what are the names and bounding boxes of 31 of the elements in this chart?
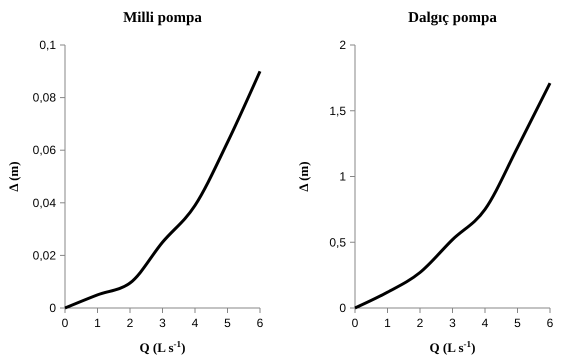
y-tick-label: 0,5: [329, 235, 346, 250]
y-tick-label: 1,5: [329, 104, 346, 118]
y-axis-title: Δ (m): [6, 161, 21, 192]
x-tick-label: 4: [192, 316, 199, 330]
x-tick-label: 2: [416, 316, 424, 330]
y-tick-label: 0: [339, 301, 346, 315]
x-tick-label: 1: [94, 316, 102, 330]
x-tick-label: 6: [546, 316, 554, 330]
x-tick-label: 6: [256, 316, 264, 330]
y-tick-label: 0,04: [32, 196, 56, 210]
x-axis-title: Q (L s$^{-1}$): [430, 339, 476, 355]
y-tick-label: 0,02: [32, 248, 56, 262]
y-tick-label: 0,1: [39, 38, 56, 52]
x-tick-label: 4: [482, 316, 489, 330]
x-tick-label: 5: [514, 316, 522, 330]
x-tick-label: 0: [62, 316, 69, 330]
x-axis-title: Q (L s$^{-1}$): [140, 339, 186, 355]
x-tick-label: 2: [126, 316, 134, 330]
y-tick-label: 1: [339, 170, 346, 184]
x-tick-label: 5: [224, 316, 232, 330]
x-tick-label: 3: [159, 316, 166, 330]
x-tick-label: 3: [449, 316, 456, 330]
y-tick-label: 0: [49, 301, 56, 315]
y-tick-label: 2: [339, 38, 346, 52]
y-tick-label: 0,06: [32, 143, 56, 158]
y-tick-label: 0,08: [32, 90, 56, 105]
y-axis-title: Δ (m): [296, 161, 311, 192]
chart-title: Milli pompa: [123, 10, 202, 26]
chart-title: Dalgıç pompa: [408, 10, 498, 26]
x-tick-label: 1: [384, 316, 392, 330]
x-tick-label: 0: [352, 316, 359, 330]
